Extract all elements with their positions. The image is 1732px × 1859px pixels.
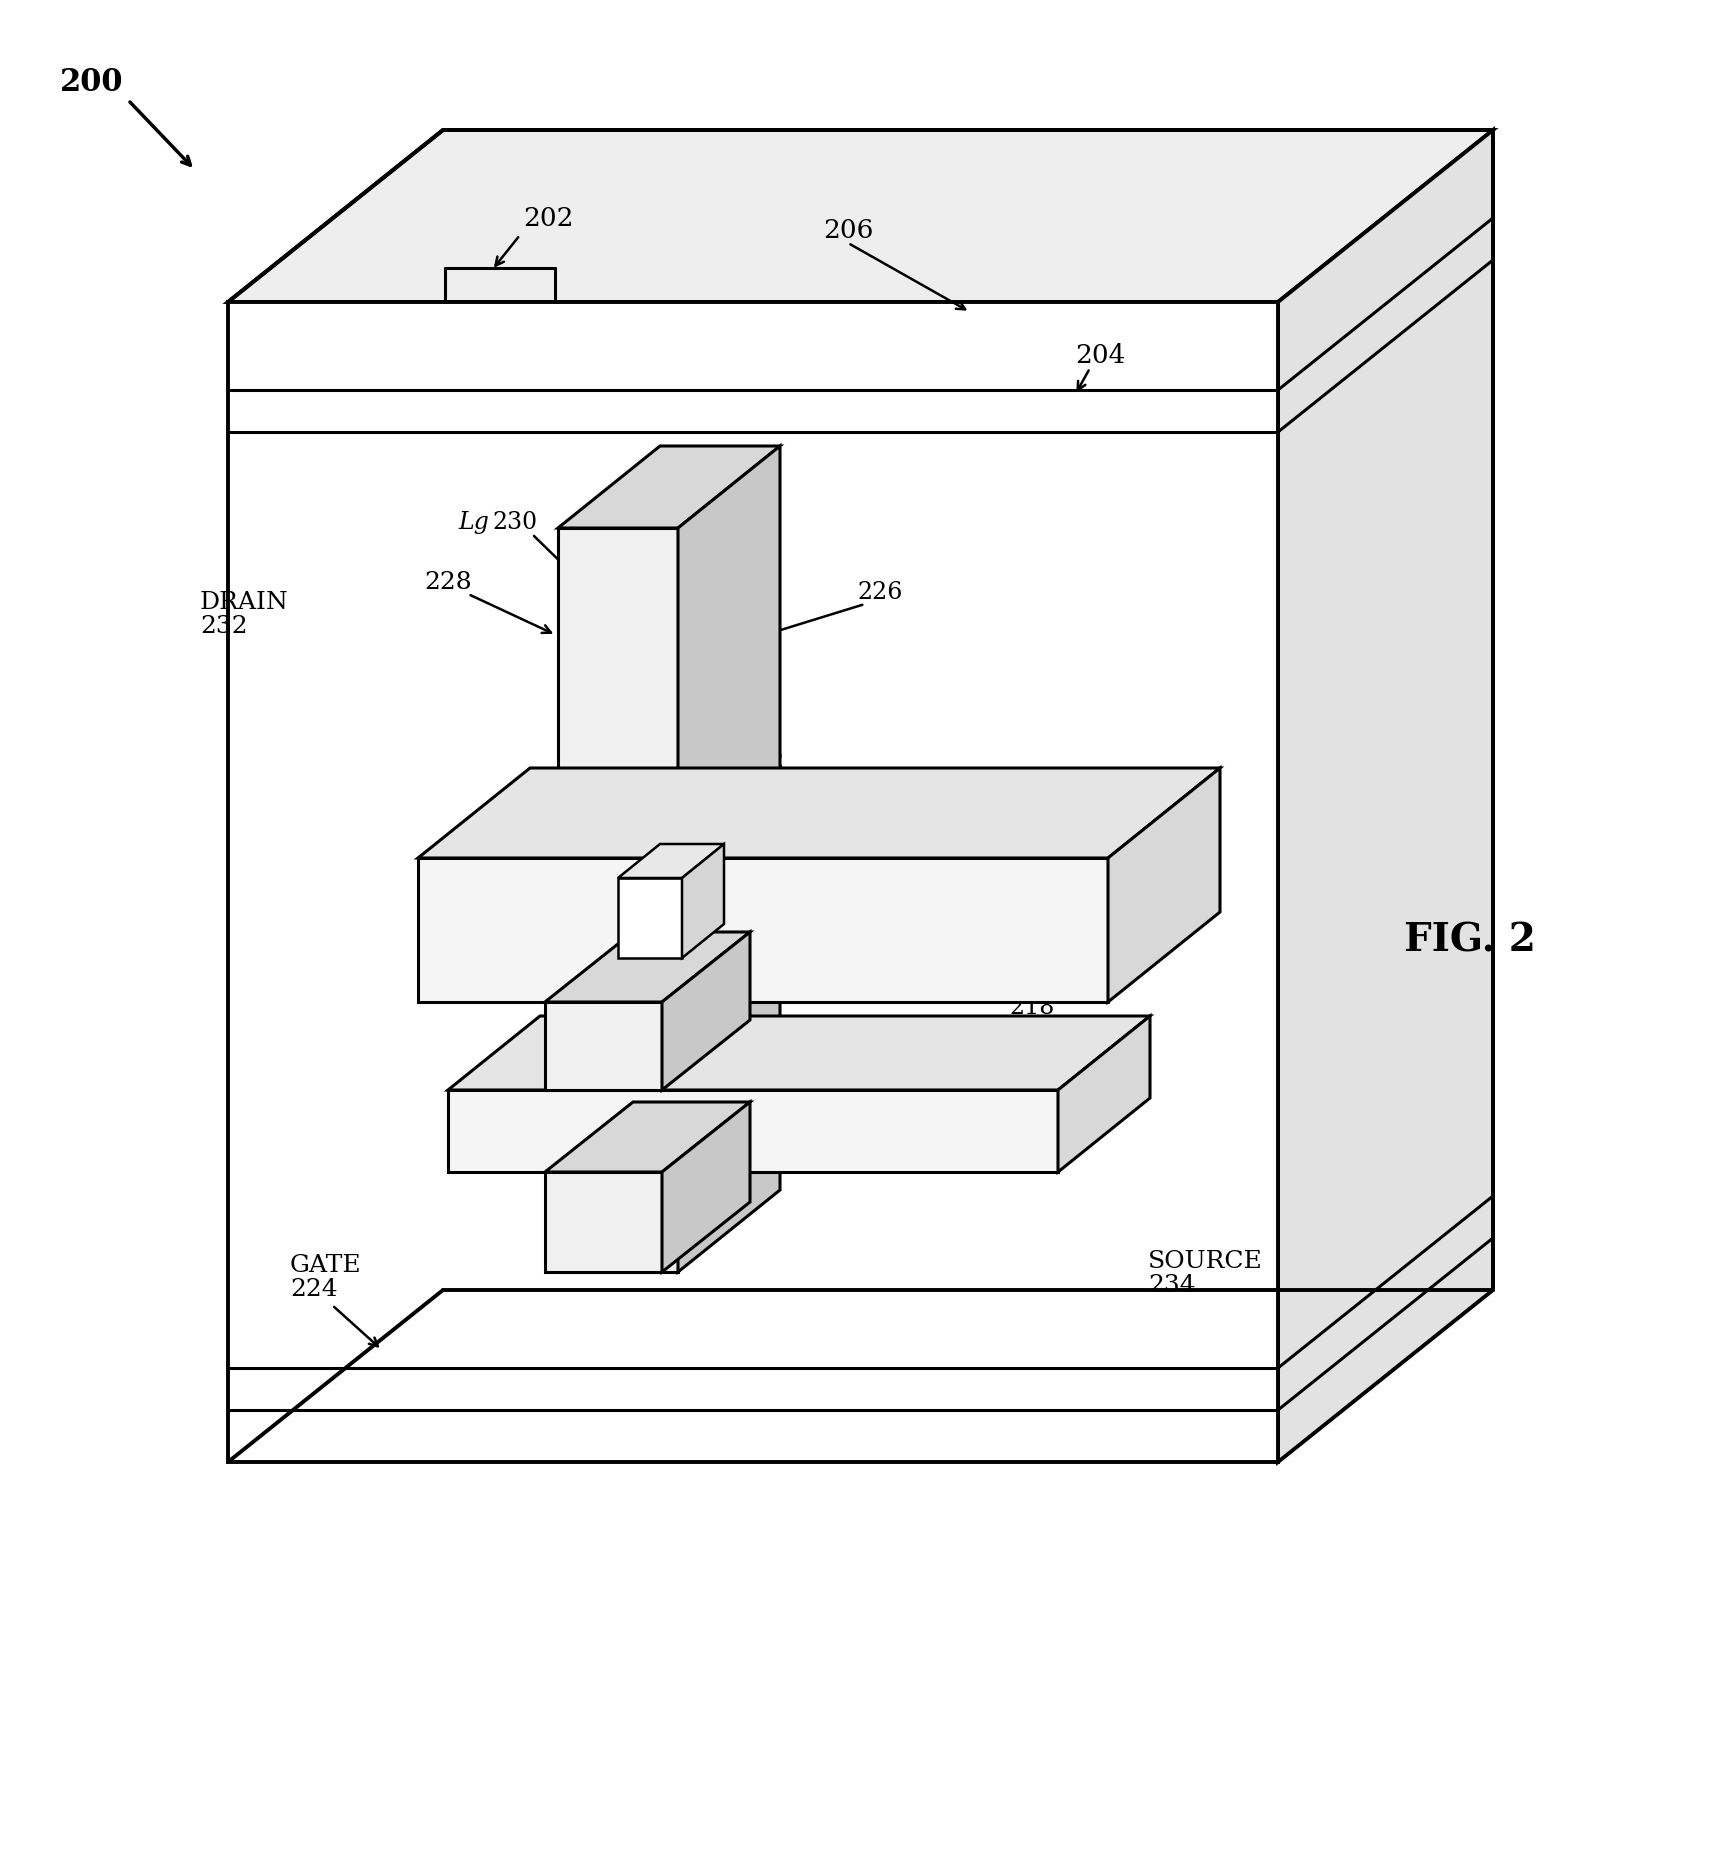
Polygon shape (544, 1002, 662, 1089)
Text: 234: 234 (1147, 1275, 1195, 1298)
Text: 222: 222 (514, 1076, 561, 1099)
Polygon shape (229, 130, 1493, 301)
Text: 222: 222 (740, 751, 785, 773)
Polygon shape (544, 1102, 750, 1171)
Text: 226: 226 (857, 580, 902, 604)
Text: 232: 232 (199, 615, 248, 638)
Text: 220: 220 (949, 820, 994, 844)
Text: 202: 202 (523, 206, 573, 231)
Text: g3: g3 (575, 690, 604, 710)
Text: 218: 218 (1008, 996, 1055, 1019)
Text: 208: 208 (669, 1171, 710, 1193)
Polygon shape (1107, 768, 1219, 1002)
Polygon shape (449, 1017, 1150, 1089)
Polygon shape (662, 1102, 750, 1272)
Polygon shape (544, 1171, 662, 1272)
Text: DRAIN: DRAIN (199, 591, 289, 613)
Text: 216: 216 (691, 1184, 733, 1206)
Text: T: T (909, 820, 925, 844)
Text: 204: 204 (1074, 342, 1124, 368)
Text: 210: 210 (928, 853, 973, 876)
Text: g1: g1 (533, 1037, 561, 1060)
Polygon shape (558, 446, 779, 528)
Text: 212: 212 (644, 1149, 688, 1171)
Polygon shape (229, 301, 1276, 1461)
Polygon shape (1276, 130, 1493, 1461)
Polygon shape (449, 1089, 1058, 1171)
Polygon shape (417, 859, 1107, 1002)
Polygon shape (662, 931, 750, 1089)
Polygon shape (1058, 1017, 1150, 1171)
Polygon shape (682, 844, 724, 957)
Text: 224: 224 (289, 1279, 338, 1301)
Text: 214: 214 (615, 1125, 656, 1145)
Polygon shape (558, 528, 677, 1272)
Text: 200: 200 (61, 67, 123, 97)
Text: si: si (927, 831, 940, 850)
Text: 206: 206 (823, 218, 873, 242)
Polygon shape (618, 844, 724, 877)
Text: Lg: Lg (459, 511, 488, 534)
Polygon shape (677, 446, 779, 1272)
Text: 250: 250 (778, 844, 823, 866)
Text: 230: 230 (492, 511, 537, 534)
Text: 228: 228 (424, 571, 471, 593)
Text: FIG. 2: FIG. 2 (1403, 920, 1535, 959)
Polygon shape (618, 877, 682, 957)
Text: SOURCE: SOURCE (1147, 1251, 1263, 1273)
Text: GATE: GATE (289, 1253, 362, 1277)
Polygon shape (544, 931, 750, 1002)
Polygon shape (417, 768, 1219, 859)
Text: g2: g2 (521, 768, 549, 788)
